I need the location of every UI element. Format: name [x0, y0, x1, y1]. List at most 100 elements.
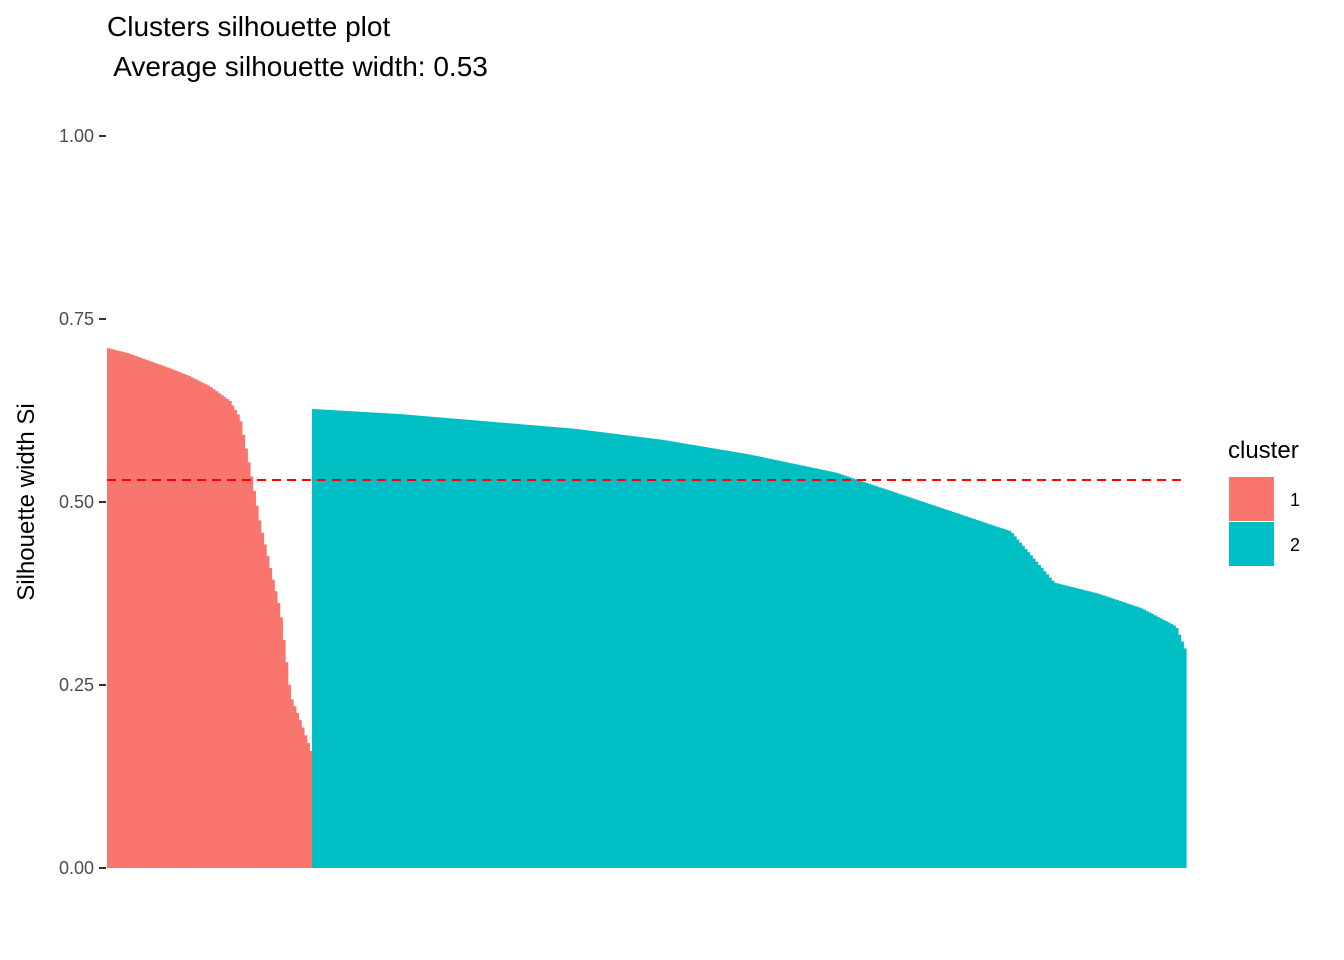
- bar-cluster-2: [1105, 596, 1109, 868]
- bar-cluster-2: [649, 438, 653, 868]
- bar-cluster-2: [438, 417, 443, 868]
- bar-cluster-2: [606, 432, 610, 868]
- bar-cluster-2: [338, 410, 343, 868]
- bar-cluster-2: [867, 483, 871, 868]
- bar-cluster-2: [633, 436, 637, 868]
- bar-cluster-1: [244, 448, 248, 868]
- bar-cluster-2: [320, 409, 324, 868]
- bar-cluster-2: [503, 422, 507, 868]
- bar-cluster-2: [695, 445, 699, 868]
- bar-cluster-2: [705, 447, 710, 868]
- bar-cluster-2: [1053, 582, 1058, 868]
- bar-cluster-2: [1094, 593, 1098, 868]
- bar-cluster-2: [428, 416, 432, 868]
- bar-cluster-1: [144, 359, 149, 868]
- bar-cluster-2: [743, 453, 747, 868]
- bar-cluster-2: [924, 502, 928, 868]
- bar-cluster-2: [838, 473, 842, 868]
- bar-cluster-2: [454, 418, 459, 868]
- bar-cluster-2: [829, 471, 834, 868]
- bar-cluster-1: [298, 719, 302, 868]
- bar-cluster-2: [395, 413, 399, 868]
- bar-cluster-2: [527, 424, 532, 868]
- bar-cluster-2: [972, 519, 977, 868]
- bar-cluster-2: [360, 411, 364, 868]
- bar-cluster-1: [266, 556, 270, 868]
- bar-cluster-2: [376, 412, 381, 868]
- bar-cluster-1: [158, 364, 162, 868]
- bar-cluster-1: [109, 348, 113, 869]
- bar-cluster-1: [112, 349, 116, 868]
- bar-cluster-1: [152, 362, 157, 868]
- bar-cluster-2: [719, 449, 723, 868]
- bar-cluster-2: [1115, 600, 1120, 868]
- bar-cluster-2: [1034, 561, 1039, 868]
- bar-cluster-2: [816, 468, 820, 868]
- bar-cluster-2: [568, 428, 572, 868]
- bar-cluster-2: [401, 414, 405, 868]
- bar-cluster-2: [819, 469, 823, 868]
- bar-cluster-1: [255, 505, 259, 868]
- bar-cluster-2: [886, 490, 890, 868]
- bar-cluster-2: [646, 438, 650, 868]
- bar-cluster-2: [1032, 558, 1036, 868]
- bar-cluster-2: [565, 428, 569, 868]
- bar-cluster-2: [916, 500, 920, 868]
- bar-cluster-2: [468, 419, 472, 868]
- bar-cluster-2: [716, 449, 720, 868]
- bar-cluster-2: [471, 420, 475, 868]
- bar-cluster-2: [1024, 549, 1028, 868]
- bar-cluster-1: [287, 684, 292, 868]
- bar-cluster-2: [1164, 621, 1168, 868]
- bar-cluster-2: [422, 416, 426, 868]
- bar-cluster-2: [727, 451, 731, 868]
- bar-cluster-2: [425, 416, 429, 868]
- legend-key-cluster-1: [1229, 477, 1274, 521]
- bar-cluster-1: [128, 353, 132, 868]
- bar-cluster-2: [821, 470, 826, 868]
- bar-cluster-2: [732, 451, 737, 868]
- bar-cluster-1: [279, 617, 283, 868]
- y-tick-label: 0.50: [59, 492, 94, 512]
- bar-cluster-2: [490, 421, 494, 868]
- bar-cluster-1: [177, 371, 181, 868]
- bar-cluster-2: [770, 459, 774, 868]
- bar-cluster-2: [878, 487, 882, 868]
- bar-cluster-2: [1037, 564, 1041, 868]
- bar-cluster-2: [452, 418, 456, 868]
- bar-cluster-2: [1153, 615, 1157, 868]
- bar-cluster-2: [533, 425, 537, 868]
- bar-cluster-2: [708, 447, 712, 868]
- bar-cluster-2: [921, 501, 925, 868]
- bar-cluster-2: [508, 423, 513, 868]
- bar-cluster-2: [1048, 577, 1052, 868]
- legend-title: cluster: [1228, 437, 1299, 464]
- bar-cluster-2: [382, 413, 386, 868]
- bar-cluster-2: [813, 468, 818, 868]
- bar-cluster-2: [1088, 591, 1093, 868]
- bar-cluster-2: [444, 417, 448, 868]
- bar-cluster-2: [562, 427, 567, 868]
- bar-cluster-2: [1072, 587, 1076, 868]
- bar-cluster-2: [546, 426, 550, 868]
- bar-cluster-2: [1083, 590, 1087, 868]
- bar-cluster-2: [738, 452, 742, 868]
- bar-cluster-2: [587, 430, 591, 868]
- bar-cluster-2: [1150, 614, 1155, 868]
- bar-cluster-2: [1107, 597, 1112, 868]
- bar-cluster-2: [883, 489, 888, 868]
- bar-cluster-2: [986, 523, 990, 868]
- bar-cluster-2: [384, 413, 389, 868]
- y-axis: 0.00 0.25 0.50 0.75 1.00: [59, 126, 106, 878]
- bar-cluster-1: [241, 434, 246, 868]
- bar-cluster-2: [398, 414, 402, 868]
- bar-cluster-2: [403, 414, 408, 868]
- legend: cluster 1 2: [1228, 437, 1300, 566]
- bar-cluster-2: [430, 416, 434, 868]
- bar-cluster-2: [918, 501, 923, 868]
- bar-cluster-1: [160, 365, 165, 868]
- bar-cluster-1: [249, 476, 254, 868]
- bar-cluster-2: [873, 485, 877, 868]
- bar-cluster-2: [352, 411, 356, 868]
- bar-cluster-2: [840, 474, 845, 868]
